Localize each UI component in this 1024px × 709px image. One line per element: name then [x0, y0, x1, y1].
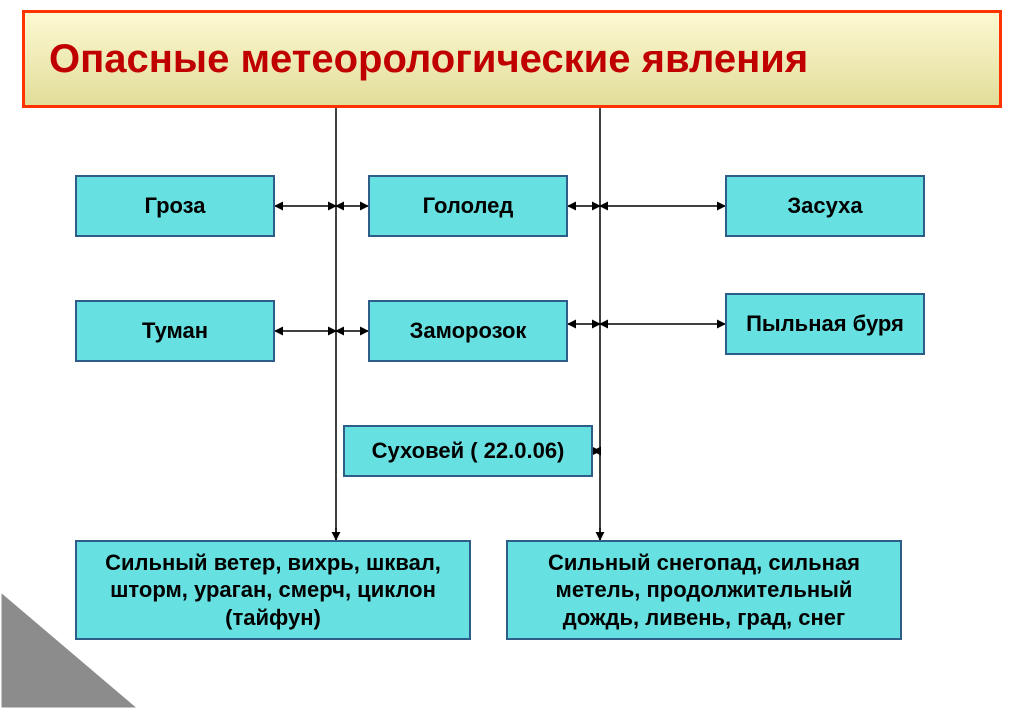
node-groza: Гроза [75, 175, 275, 237]
node-snegopad: Сильный снегопад, сильная метель, продол… [506, 540, 902, 640]
diagram-title: Опасные метеорологические явления [22, 10, 1002, 108]
node-label: Засуха [787, 192, 862, 220]
node-tuman: Туман [75, 300, 275, 362]
node-label: Туман [142, 317, 208, 345]
node-pylnaya: Пыльная буря [725, 293, 925, 355]
node-veter: Сильный ветер, вихрь, шквал, шторм, ураг… [75, 540, 471, 640]
node-label: Гроза [144, 192, 205, 220]
node-zamorozok: Заморозок [368, 300, 568, 362]
node-label: Пыльная буря [746, 310, 904, 338]
node-label: Гололед [423, 192, 514, 220]
node-zasuha: Засуха [725, 175, 925, 237]
node-label: Сильный снегопад, сильная метель, продол… [516, 549, 892, 632]
node-label: Заморозок [410, 317, 527, 345]
diagram-stage: Опасные метеорологические явления Гроза … [0, 0, 1024, 709]
node-label: Суховей ( 22.0.06) [372, 437, 565, 465]
node-gololed: Гололед [368, 175, 568, 237]
node-label: Сильный ветер, вихрь, шквал, шторм, ураг… [85, 549, 461, 632]
node-suhovey: Суховей ( 22.0.06) [343, 425, 593, 477]
diagram-title-text: Опасные метеорологические явления [49, 37, 808, 82]
